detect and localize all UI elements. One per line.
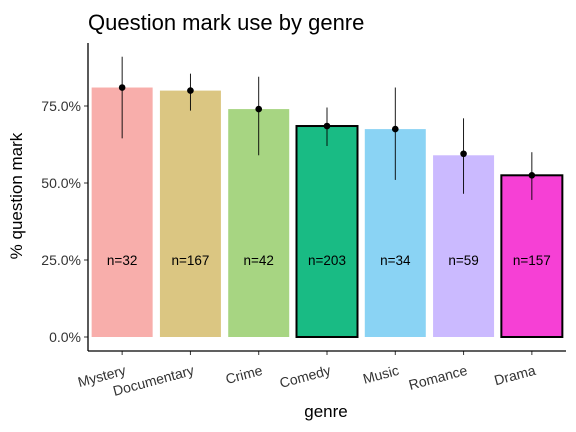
point-estimate-crime [255,105,263,113]
n-label-drama: n=157 [513,253,551,268]
sample-size-labels: n=32 n=167 n=42 n=203 n=34 n=59 n=157 [107,253,551,268]
x-axis-title: genre [304,402,347,421]
y-tick-label: 25.0% [41,252,81,268]
point-estimate-music [391,125,399,133]
y-axis-title: % question mark [7,132,26,259]
x-tick-label-music: Music [361,362,400,387]
bar-documentary [159,90,221,337]
y-tick-labels: 0.0% 25.0% 50.0% 75.0% [41,98,81,345]
x-tick-label-romance: Romance [407,362,469,393]
n-label-mystery: n=32 [107,253,137,268]
n-label-comedy: n=203 [308,253,346,268]
chart-title: Question mark use by genre [88,10,364,35]
bar-drama [500,174,564,338]
point-estimate-comedy [323,122,331,130]
y-tick-label: 0.0% [49,329,81,345]
n-label-music: n=34 [380,253,411,268]
x-tick-label-drama: Drama [492,362,537,388]
error-bars-layer [118,56,536,200]
x-tick-label-crime: Crime [224,362,264,387]
point-estimate-mystery [118,84,126,91]
y-tick-label: 75.0% [41,98,81,114]
n-label-romance: n=59 [448,253,478,268]
point-estimate-romance [460,150,467,158]
point-estimate-drama [528,172,536,179]
n-label-crime: n=42 [244,253,274,268]
n-label-documentary: n=167 [171,253,209,268]
point-estimate-documentary [187,87,194,94]
y-tick-label: 50.0% [41,175,81,191]
axes-layer [84,43,566,355]
bar-comedy [295,125,359,338]
x-tick-label-comedy: Comedy [278,362,333,391]
